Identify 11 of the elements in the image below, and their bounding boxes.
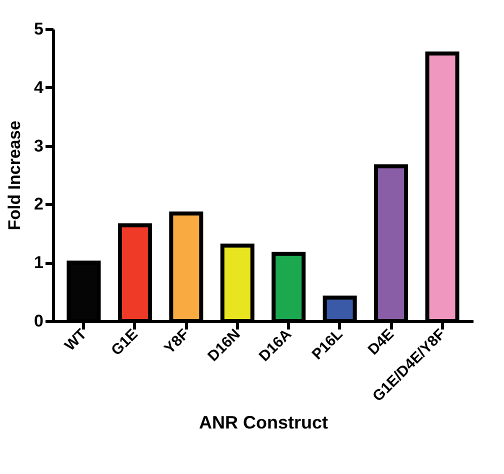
x-tick-label: G1E [108, 326, 142, 360]
y-tick-label: 1 [34, 253, 44, 272]
y-tick-label: 2 [34, 194, 44, 214]
y-tick-label: 4 [34, 78, 44, 97]
y-tick-label: 0 [34, 312, 44, 330]
y-axis-title: Fold Increase [5, 120, 24, 230]
y-tick-label: 5 [34, 20, 44, 38]
x-tick-label: WT [62, 326, 90, 354]
x-tick-label: Y8F [161, 326, 193, 358]
x-axis-title: ANR Construct [199, 412, 328, 432]
y-tick-label: 3 [34, 136, 44, 156]
